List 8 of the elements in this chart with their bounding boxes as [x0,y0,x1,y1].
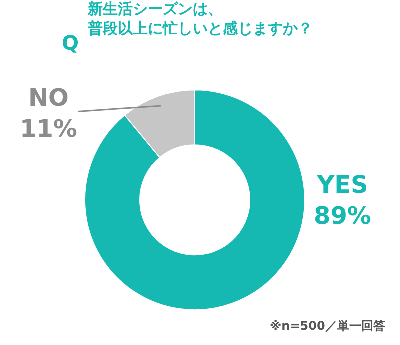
donut-slice [84,90,306,311]
data-label: 89% [314,202,372,230]
text: Q [62,31,80,55]
slice-label: YES [316,171,368,199]
text: ※n=500／単一回答 [270,319,386,333]
data-label: 11% [20,115,78,144]
chart-title: 新生活シーズンは、普段以上に忙しいと感じますか？ [87,0,313,38]
slice-label: NO [28,84,69,112]
